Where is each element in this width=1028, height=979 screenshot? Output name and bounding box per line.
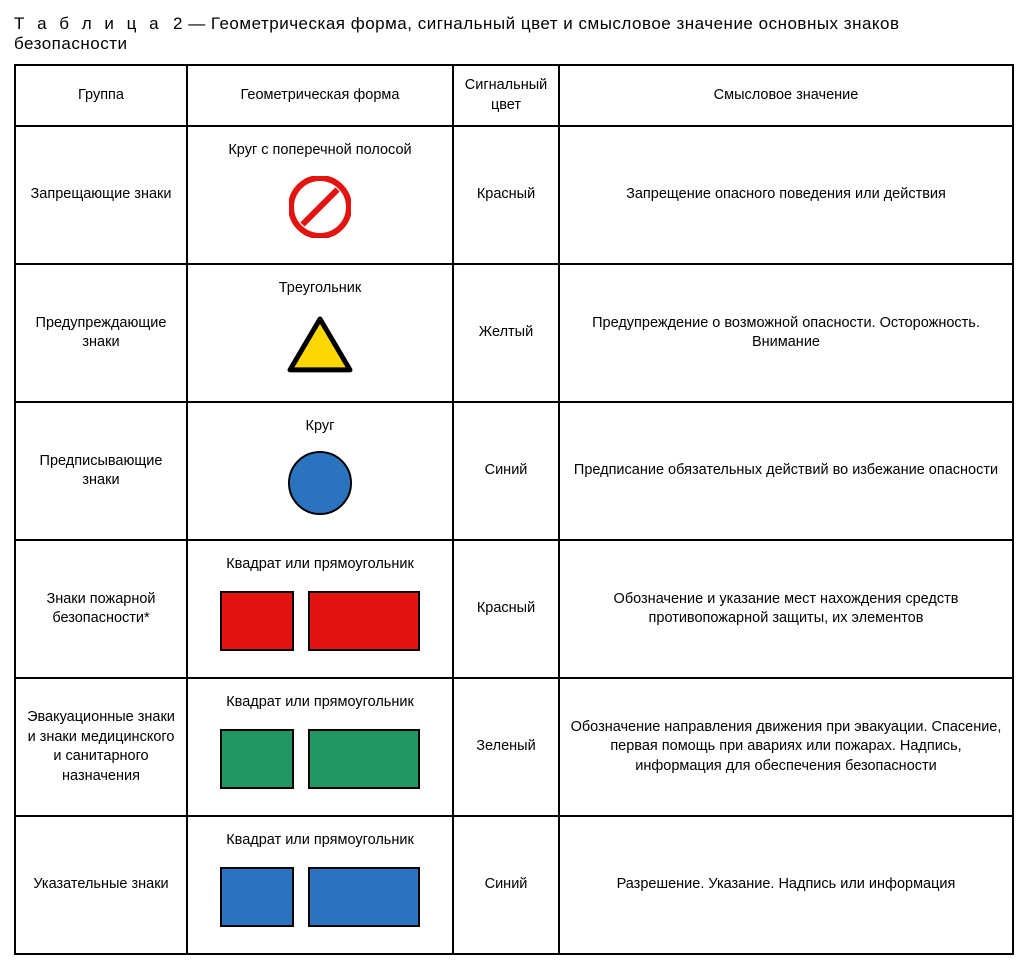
cell-color: Красный — [453, 540, 559, 678]
shape-label: Круг с поперечной полосой — [192, 141, 448, 161]
table-row: Указательные знаки Квадрат или прямоугол… — [15, 816, 1013, 954]
shape-label: Квадрат или прямоугольник — [192, 693, 448, 713]
table-row: Предписывающие знаки Круг Синий Предписа… — [15, 402, 1013, 540]
square-icon — [220, 591, 294, 651]
col-shape: Геометрическая форма — [187, 65, 453, 126]
cell-shape: Квадрат или прямоугольник — [187, 540, 453, 678]
cell-group: Указательные знаки — [15, 816, 187, 954]
prohibition-sign-icon — [289, 176, 351, 238]
color-text: Красный — [477, 186, 535, 202]
cell-group: Эвакуационные знаки и знаки медицинского… — [15, 678, 187, 816]
color-text: Синий — [485, 876, 528, 892]
warning-triangle-icon — [285, 314, 355, 375]
cell-meaning: Обозначение и указание мест нахождения с… — [559, 540, 1013, 678]
mandatory-circle-icon — [288, 451, 352, 515]
group-text: Эвакуационные знаки и знаки медицинского… — [27, 709, 175, 784]
table-title: Т а б л и ц а 2 — Геометрическая форма, … — [14, 14, 1014, 54]
cell-group: Предупреждающие знаки — [15, 264, 187, 402]
cell-shape: Круг — [187, 402, 453, 540]
group-text: Предписывающие знаки — [40, 453, 163, 489]
shape-graphic — [192, 859, 448, 935]
meaning-text: Запрещение опасного поведения или действ… — [626, 186, 946, 202]
square-icon — [220, 729, 294, 789]
color-text: Зеленый — [476, 738, 535, 754]
safety-signs-table: Группа Геометрическая форма Сигнальный ц… — [14, 64, 1014, 955]
shape-graphic — [192, 169, 448, 245]
shape-label: Квадрат или прямоугольник — [192, 555, 448, 575]
square-icon — [220, 867, 294, 927]
title-num: 2 — [173, 14, 183, 33]
header-row: Группа Геометрическая форма Сигнальный ц… — [15, 65, 1013, 126]
shape-graphic — [192, 721, 448, 797]
group-text: Указательные знаки — [33, 876, 168, 892]
cell-group: Запрещающие знаки — [15, 126, 187, 264]
shape-label: Треугольник — [192, 279, 448, 299]
cell-meaning: Предписание обязательных действий во изб… — [559, 402, 1013, 540]
cell-meaning: Запрещение опасного поведения или действ… — [559, 126, 1013, 264]
table-row: Предупреждающие знаки Треугольник Желтый… — [15, 264, 1013, 402]
shape-graphic — [192, 583, 448, 659]
shape-graphic — [192, 307, 448, 383]
cell-color: Синий — [453, 402, 559, 540]
shape-graphic — [192, 445, 448, 521]
color-text: Синий — [485, 462, 528, 478]
shape-label: Круг — [192, 417, 448, 437]
table-row: Знаки пожарной безопасности* Квадрат или… — [15, 540, 1013, 678]
col-group: Группа — [15, 65, 187, 126]
color-text: Красный — [477, 600, 535, 616]
title-prefix: Т а б л и ц а — [14, 14, 163, 33]
rectangle-icon — [308, 867, 420, 927]
group-text: Предупреждающие знаки — [36, 315, 167, 351]
meaning-text: Обозначение и указание мест нахождения с… — [614, 591, 959, 627]
cell-color: Желтый — [453, 264, 559, 402]
meaning-text: Обозначение направления движения при эва… — [571, 719, 1002, 774]
col-meaning: Смысловое значение — [559, 65, 1013, 126]
cell-meaning: Предупреждение о возможной опасности. Ос… — [559, 264, 1013, 402]
cell-meaning: Обозначение направления движения при эва… — [559, 678, 1013, 816]
color-text: Желтый — [479, 324, 533, 340]
cell-color: Зеленый — [453, 678, 559, 816]
group-text: Запрещающие знаки — [31, 186, 172, 202]
col-color: Сигнальный цвет — [453, 65, 559, 126]
cell-group: Предписывающие знаки — [15, 402, 187, 540]
rectangle-icon — [308, 729, 420, 789]
shape-label: Квадрат или прямоугольник — [192, 831, 448, 851]
rectangle-icon — [308, 591, 420, 651]
table-row: Запрещающие знаки Круг с поперечной поло… — [15, 126, 1013, 264]
meaning-text: Разрешение. Указание. Надпись или информ… — [617, 876, 956, 892]
cell-shape: Круг с поперечной полосой — [187, 126, 453, 264]
cell-color: Синий — [453, 816, 559, 954]
group-text: Знаки пожарной безопасности* — [46, 591, 155, 627]
cell-meaning: Разрешение. Указание. Надпись или информ… — [559, 816, 1013, 954]
meaning-text: Предупреждение о возможной опасности. Ос… — [592, 315, 980, 351]
cell-shape: Квадрат или прямоугольник — [187, 678, 453, 816]
cell-shape: Квадрат или прямоугольник — [187, 816, 453, 954]
meaning-text: Предписание обязательных действий во изб… — [574, 462, 998, 478]
cell-group: Знаки пожарной безопасности* — [15, 540, 187, 678]
cell-color: Красный — [453, 126, 559, 264]
table-row: Эвакуационные знаки и знаки медицинского… — [15, 678, 1013, 816]
cell-shape: Треугольник — [187, 264, 453, 402]
